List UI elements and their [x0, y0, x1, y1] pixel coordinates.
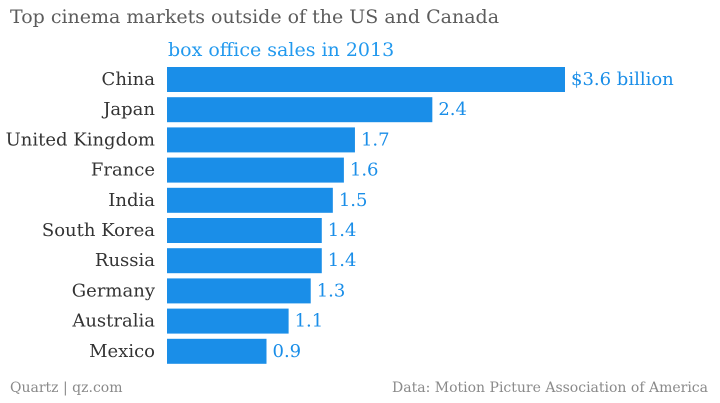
- value-label: 1.4: [328, 250, 357, 271]
- bar-russia: [167, 248, 322, 274]
- bar-china: [167, 67, 565, 92]
- value-label: 1.5: [339, 190, 368, 211]
- chart-subtitle: box office sales in 2013: [168, 39, 395, 61]
- category-label: Japan: [101, 99, 155, 120]
- category-label: Russia: [95, 250, 155, 271]
- bar-germany: [167, 278, 311, 304]
- bar-united-kingdom: [167, 127, 355, 153]
- bar-south-korea: [167, 218, 322, 243]
- category-label: South Korea: [42, 220, 155, 241]
- value-label: 0.9: [273, 341, 302, 362]
- category-label: Germany: [72, 280, 156, 301]
- category-label: China: [102, 69, 156, 90]
- footer-credit: Quartz | qz.com: [10, 380, 123, 396]
- bar-australia: [167, 308, 289, 334]
- value-label: 1.1: [295, 311, 324, 332]
- value-label: 1.3: [317, 280, 346, 301]
- value-label: 1.6: [350, 160, 379, 181]
- category-label: Australia: [71, 311, 155, 332]
- value-label: 1.7: [361, 129, 390, 150]
- value-label: $3.6 billion: [571, 69, 674, 90]
- footer-data-source: Data: Motion Picture Association of Amer…: [392, 380, 708, 396]
- category-label: Mexico: [89, 341, 155, 362]
- chart-title: Top cinema markets outside of the US and…: [10, 6, 500, 28]
- bar-japan: [167, 97, 433, 123]
- value-label: 1.4: [328, 220, 357, 241]
- bar-india: [167, 187, 333, 213]
- category-label: United Kingdom: [6, 129, 155, 150]
- category-label: India: [108, 190, 155, 211]
- category-label: France: [91, 160, 155, 181]
- value-label: 2.4: [438, 99, 467, 120]
- bar-mexico: [167, 338, 267, 364]
- bar-france: [167, 157, 344, 183]
